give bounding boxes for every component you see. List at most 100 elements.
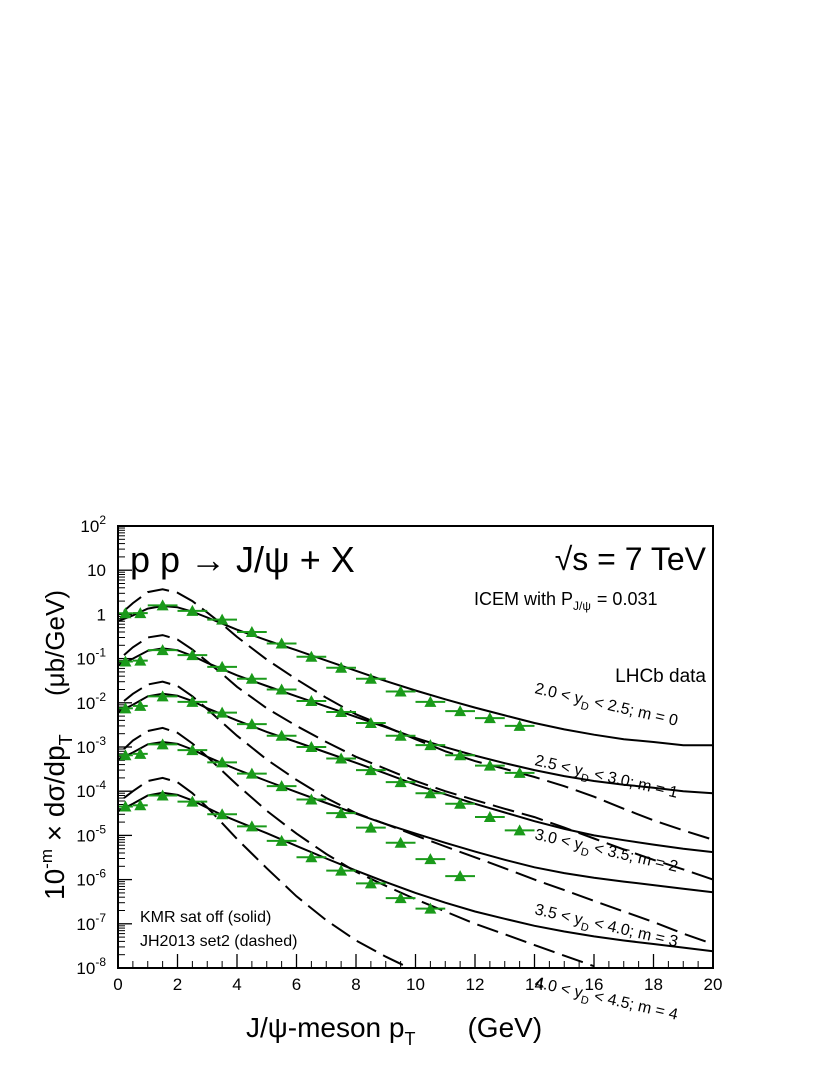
data-point bbox=[134, 747, 147, 759]
data-point bbox=[119, 702, 132, 714]
data-point bbox=[275, 637, 288, 649]
data-point bbox=[394, 892, 407, 904]
y-tick-label: 10-4 bbox=[76, 778, 106, 801]
data-point bbox=[134, 654, 147, 666]
data-point bbox=[305, 741, 318, 752]
data-point bbox=[483, 811, 496, 823]
data-point bbox=[513, 766, 526, 778]
data-point bbox=[134, 699, 147, 711]
range-label-3: 3.5 < yD < 4.0; m = 3 bbox=[532, 901, 679, 954]
x-tick-label: 18 bbox=[644, 975, 663, 994]
range-label-0: 2.0 < yD < 2.5; m = 0 bbox=[532, 680, 679, 733]
data-point bbox=[186, 744, 199, 756]
y-tick-label: 102 bbox=[80, 513, 106, 536]
data-point bbox=[483, 759, 496, 771]
data-point bbox=[394, 776, 407, 788]
data-point bbox=[394, 729, 407, 741]
data-point bbox=[394, 685, 407, 697]
x-tick-label: 14 bbox=[525, 975, 544, 994]
model-label: ICEM with PJ/ψ = 0.031 bbox=[474, 589, 657, 613]
data-point bbox=[335, 807, 348, 819]
y-tick-label: 10-6 bbox=[76, 867, 106, 890]
y-tick-label: 10-8 bbox=[76, 955, 106, 978]
data-point bbox=[335, 864, 348, 876]
data-point bbox=[134, 799, 147, 811]
data-point bbox=[216, 660, 229, 672]
data-point bbox=[275, 729, 288, 741]
data-point bbox=[186, 649, 199, 661]
data-point bbox=[156, 789, 169, 801]
data-point bbox=[216, 613, 229, 625]
dashed-curve-4 bbox=[123, 776, 412, 968]
y-axis-title: 10-m × dσ/dpT bbox=[37, 734, 76, 900]
data-point bbox=[156, 644, 169, 656]
data-point bbox=[216, 706, 229, 718]
data-point bbox=[394, 836, 407, 848]
y-tick-label: 10-7 bbox=[76, 911, 106, 934]
x-tick-label: 0 bbox=[113, 975, 122, 994]
data-point bbox=[156, 690, 169, 702]
dashed-curve-1 bbox=[123, 634, 713, 881]
data-point bbox=[335, 752, 348, 764]
legend-dashed: JH2013 set2 (dashed) bbox=[140, 933, 297, 950]
data-point bbox=[364, 821, 377, 833]
solid-curve-0 bbox=[118, 604, 713, 747]
data-point bbox=[245, 767, 258, 779]
x-axis-tick-labels: 0 2 4 6 8 10 12 14 16 18 20 bbox=[113, 975, 722, 994]
data-point bbox=[245, 718, 258, 730]
x-tick-label: 4 bbox=[232, 975, 241, 994]
data-point bbox=[305, 650, 318, 662]
data-point bbox=[245, 820, 258, 832]
data-point bbox=[335, 705, 348, 717]
range-label-1: 2.5 < yD < 3.0; m = 1 bbox=[532, 752, 679, 805]
data-point bbox=[424, 695, 437, 707]
data-point bbox=[335, 661, 348, 673]
y-tick-label: 10-2 bbox=[76, 690, 106, 713]
data-point bbox=[424, 787, 437, 799]
data-point bbox=[454, 749, 467, 761]
x-tick-label: 6 bbox=[292, 975, 301, 994]
y-tick-label: 10-3 bbox=[76, 734, 106, 757]
data-point bbox=[134, 607, 147, 619]
x-axis-title: J/ψ-meson pT (GeV) bbox=[246, 1012, 542, 1049]
data-point bbox=[454, 797, 467, 809]
data-point bbox=[424, 902, 437, 914]
data-point bbox=[305, 793, 318, 805]
data-point bbox=[454, 705, 467, 717]
y-tick-label: 10-1 bbox=[76, 646, 106, 669]
data-point bbox=[513, 824, 526, 836]
data-point bbox=[186, 604, 199, 616]
data-point bbox=[364, 764, 377, 776]
x-tick-label: 10 bbox=[406, 975, 425, 994]
data-point bbox=[156, 738, 169, 750]
data-point bbox=[424, 853, 437, 865]
data-point bbox=[245, 625, 258, 637]
data-label: LHCb data bbox=[615, 666, 706, 687]
data-point bbox=[364, 716, 377, 728]
data-point bbox=[483, 712, 496, 724]
plot-frame bbox=[117, 525, 714, 969]
solid-curve-3 bbox=[118, 740, 713, 894]
y-tick-label: 1 bbox=[97, 605, 106, 624]
legend-solid: KMR sat off (solid) bbox=[140, 909, 271, 926]
data-point bbox=[275, 683, 288, 695]
data-point bbox=[305, 851, 318, 863]
x-tick-label: 16 bbox=[585, 975, 604, 994]
chart-title: p p → J/ψ + X bbox=[130, 539, 355, 580]
x-tick-label: 20 bbox=[704, 975, 723, 994]
data-point bbox=[454, 870, 467, 882]
data-point bbox=[245, 672, 258, 684]
y-axis-unit: (μb/GeV) bbox=[40, 590, 70, 696]
x-tick-label: 8 bbox=[351, 975, 360, 994]
dashed-curve-3 bbox=[123, 726, 595, 968]
data-point bbox=[275, 834, 288, 846]
data-point bbox=[119, 800, 132, 812]
x-tick-label: 2 bbox=[173, 975, 182, 994]
data-point bbox=[186, 695, 199, 707]
data-point bbox=[156, 599, 169, 611]
y-axis-tick-labels: 102 10 1 10-1 10-2 10-3 10-4 10-5 10-6 10-7 10-8 bbox=[76, 513, 106, 978]
data-point bbox=[364, 672, 377, 684]
data-point bbox=[305, 694, 318, 706]
data-point bbox=[364, 877, 377, 889]
data-point bbox=[119, 655, 132, 667]
